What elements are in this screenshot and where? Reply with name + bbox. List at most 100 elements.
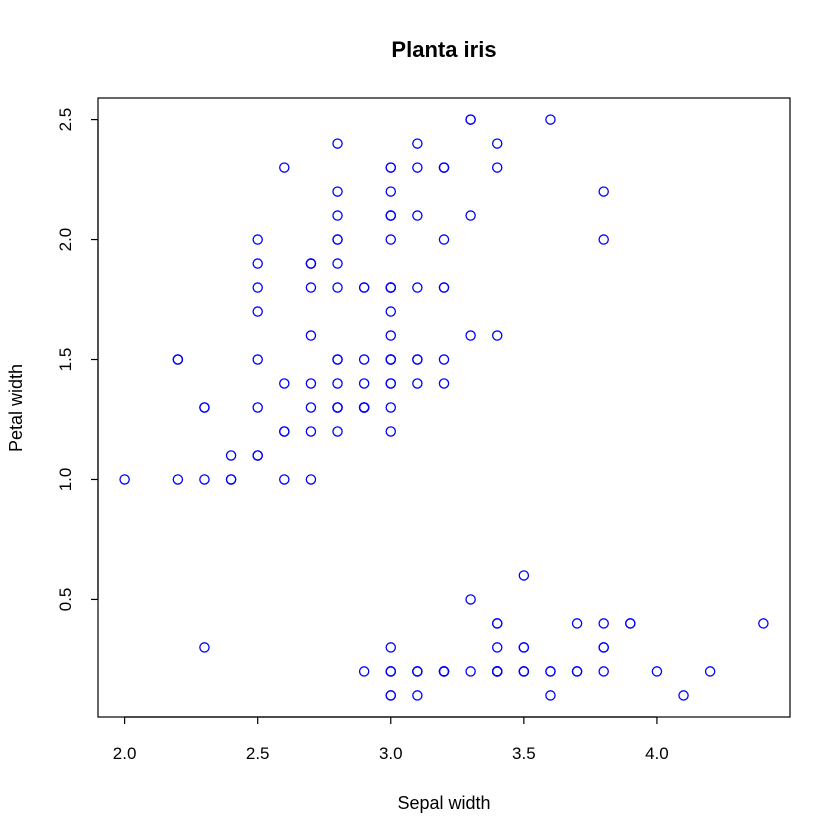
- data-point: [438, 666, 450, 677]
- data-point: [545, 114, 556, 125]
- data-point: [199, 474, 210, 485]
- data-point: [758, 618, 769, 629]
- data-point: [385, 690, 397, 701]
- data-point: [598, 186, 609, 197]
- data-point: [385, 402, 397, 413]
- data-point: [438, 162, 450, 173]
- data-point: [358, 282, 370, 293]
- data-point: [305, 258, 317, 269]
- data-point: [491, 666, 503, 677]
- data-point: [598, 642, 609, 653]
- data-point: [332, 138, 343, 149]
- data-point: [199, 642, 210, 653]
- data-point: [385, 642, 397, 653]
- data-point: [598, 618, 609, 629]
- data-point: [598, 234, 609, 245]
- data-point: [252, 450, 263, 461]
- data-point: [465, 114, 476, 125]
- data-point: [704, 666, 716, 677]
- chart-title: Planta iris: [391, 37, 496, 62]
- x-axis: 2.0 2.5 3.0 3.5 4.0: [113, 716, 669, 763]
- data-point: [678, 690, 689, 701]
- data-point: [332, 426, 343, 437]
- data-point: [518, 642, 530, 653]
- data-point: [225, 450, 237, 461]
- data-point: [332, 234, 343, 245]
- data-point: [412, 138, 423, 149]
- data-point: [412, 210, 423, 221]
- data-point: [438, 354, 450, 365]
- data-point: [465, 594, 476, 605]
- data-point: [412, 378, 423, 389]
- data-point: [305, 330, 317, 341]
- data-point: [225, 474, 237, 485]
- data-point: [412, 354, 423, 365]
- y-axis-label: Petal width: [6, 364, 26, 452]
- data-point: [332, 354, 343, 365]
- data-point: [385, 210, 397, 221]
- data-point: [651, 666, 663, 677]
- data-point: [252, 402, 263, 413]
- data-point: [358, 402, 370, 413]
- data-point: [465, 666, 476, 677]
- data-point: [252, 354, 263, 365]
- data-point: [172, 354, 184, 365]
- data-point: [279, 426, 290, 437]
- data-point: [518, 666, 530, 677]
- data-point: [305, 282, 317, 293]
- data-point: [305, 378, 317, 389]
- data-point: [332, 210, 343, 221]
- data-point: [199, 402, 210, 413]
- data-point: [305, 402, 317, 413]
- data-point: [438, 378, 450, 389]
- data-point: [305, 426, 317, 437]
- data-point: [545, 666, 556, 677]
- data-point: [465, 330, 476, 341]
- data-point: [491, 330, 503, 341]
- data-point: [332, 402, 343, 413]
- x-axis-label: Sepal width: [397, 793, 490, 813]
- data-point: [491, 138, 503, 149]
- plot-frame: [97, 97, 791, 718]
- data-point: [358, 354, 370, 365]
- data-point: [332, 378, 343, 389]
- data-point: [412, 282, 423, 293]
- data-point: [305, 474, 317, 485]
- data-point: [625, 618, 636, 629]
- data-point: [385, 378, 397, 389]
- data-point: [279, 474, 290, 485]
- data-point: [571, 666, 583, 677]
- data-point: [438, 234, 450, 245]
- data-point: [491, 162, 503, 173]
- x-tick-label: 3.0: [379, 744, 403, 763]
- data-point: [385, 186, 397, 197]
- x-tick-label: 2.0: [113, 744, 137, 763]
- data-point: [358, 666, 370, 677]
- data-point: [385, 234, 397, 245]
- data-point: [598, 666, 609, 677]
- data-point: [412, 666, 423, 677]
- data-point: [518, 570, 530, 581]
- data-point: [279, 162, 290, 173]
- data-point: [279, 378, 290, 389]
- data-point: [385, 354, 397, 365]
- x-tick-label: 3.5: [512, 744, 536, 763]
- data-point: [438, 282, 450, 293]
- data-point: [119, 474, 130, 485]
- x-tick-label: 4.0: [645, 744, 669, 763]
- y-tick-label: 2.5: [56, 108, 75, 132]
- data-point: [385, 162, 397, 173]
- data-point: [465, 210, 476, 221]
- data-point: [412, 690, 423, 701]
- data-point: [358, 378, 370, 389]
- data-point: [491, 618, 503, 629]
- x-tick-label: 2.5: [246, 744, 270, 763]
- data-point: [252, 306, 263, 317]
- data-point: [252, 234, 263, 245]
- data-point: [385, 666, 397, 677]
- y-tick-label: 2.0: [56, 228, 75, 252]
- y-tick-label: 0.5: [56, 588, 75, 612]
- data-point: [252, 282, 263, 293]
- data-point: [252, 258, 263, 269]
